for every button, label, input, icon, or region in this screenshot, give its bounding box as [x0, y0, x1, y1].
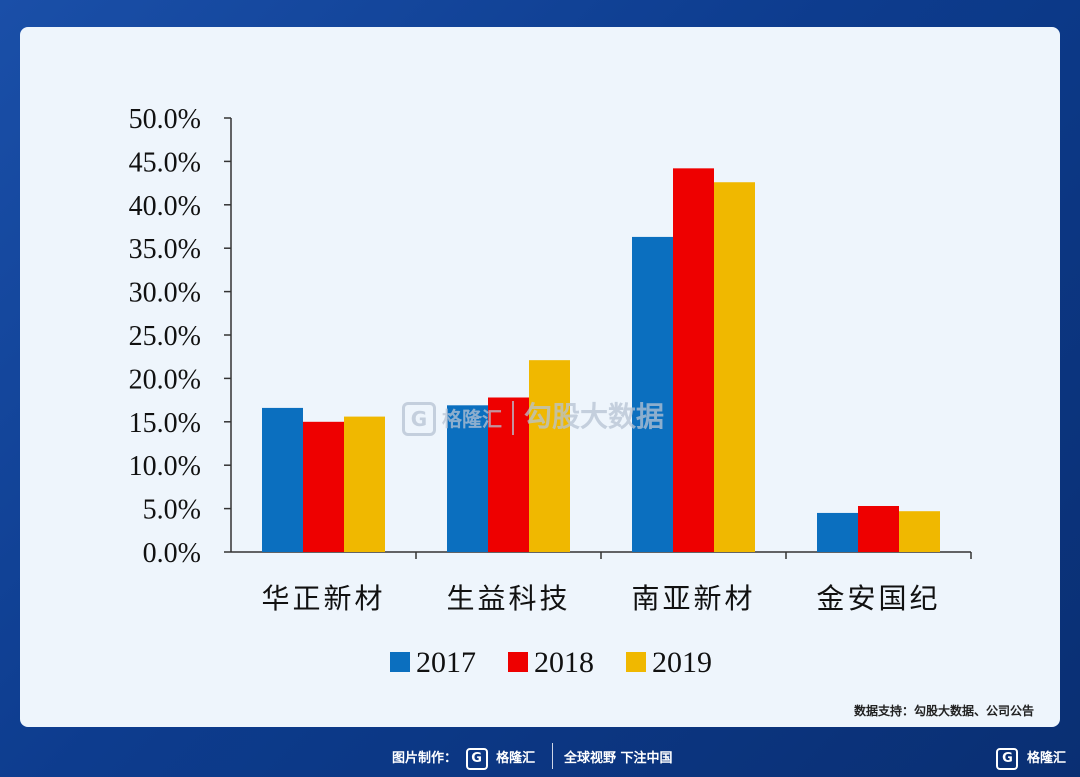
watermark: G 格隆汇 勾股大数据 — [402, 395, 664, 436]
y-tick-label: 35.0% — [129, 234, 201, 265]
y-tick-label: 5.0% — [143, 495, 201, 526]
bar-2019-3 — [899, 511, 940, 552]
gelonghui-logo-icon: G — [402, 402, 436, 436]
y-tick-label: 15.0% — [129, 408, 201, 439]
footer-credit: 图片制作： G 格隆汇 — [392, 747, 535, 770]
gelonghui-logo-icon: G — [996, 747, 1019, 770]
bar-2018-3 — [858, 505, 899, 552]
bar-2017-0 — [262, 407, 303, 552]
bar-2017-1 — [447, 405, 488, 552]
bar-2018-0 — [303, 421, 344, 552]
footer-slogan: 全球视野 下注中国 — [564, 751, 673, 766]
gelonghui-logo-icon: G — [465, 747, 488, 770]
x-tick-label: 华正新材 — [261, 582, 385, 615]
legend-swatch-2018 — [508, 652, 528, 672]
legend-swatch-2017 — [390, 652, 410, 672]
bar-chart: 0.0% 5.0% 10.0% 15.0% 20.0% 25.0% 30.0% 35.0% 40… — [129, 104, 972, 679]
bar-2017-3 — [817, 512, 858, 552]
bar-2019-2 — [714, 182, 755, 552]
footer-bar: 图片制作： G 格隆汇 全球视野 下注中国 G 格隆汇 — [0, 735, 1080, 777]
legend-label-2018: 2018 — [534, 646, 594, 679]
x-tick-label: 南亚新材 — [631, 582, 755, 615]
bar-2019-0 — [344, 416, 385, 552]
y-tick-label: 0.0% — [143, 538, 201, 569]
y-tick-label: 25.0% — [129, 321, 201, 352]
legend-swatch-2019 — [626, 652, 646, 672]
y-tick-label: 30.0% — [129, 278, 201, 309]
corner-logo: G 格隆汇 — [992, 747, 1066, 770]
legend-label-2019: 2019 — [652, 646, 712, 679]
bar-2019-1 — [529, 360, 570, 552]
x-tick-label: 金安国纪 — [816, 582, 940, 615]
bar-2018-2 — [673, 168, 714, 552]
y-tick-label: 50.0% — [129, 104, 201, 135]
y-tick-label: 45.0% — [129, 147, 201, 178]
footer-divider — [552, 743, 553, 769]
x-tick-label: 生益科技 — [446, 582, 570, 615]
legend-label-2017: 2017 — [416, 646, 476, 679]
source-note: 数据支持：勾股大数据、公司公告 — [853, 704, 1034, 718]
bar-2018-1 — [488, 397, 529, 552]
chart-card: 0.0% 5.0% 10.0% 15.0% 20.0% 25.0% 30.0% 35.0% 40… — [20, 27, 1060, 727]
footer-brand: 格隆汇 — [496, 751, 536, 766]
bar-2017-2 — [632, 236, 673, 552]
y-tick-label: 40.0% — [129, 191, 201, 222]
y-tick-label: 20.0% — [129, 364, 201, 395]
y-tick-label: 10.0% — [129, 451, 201, 482]
